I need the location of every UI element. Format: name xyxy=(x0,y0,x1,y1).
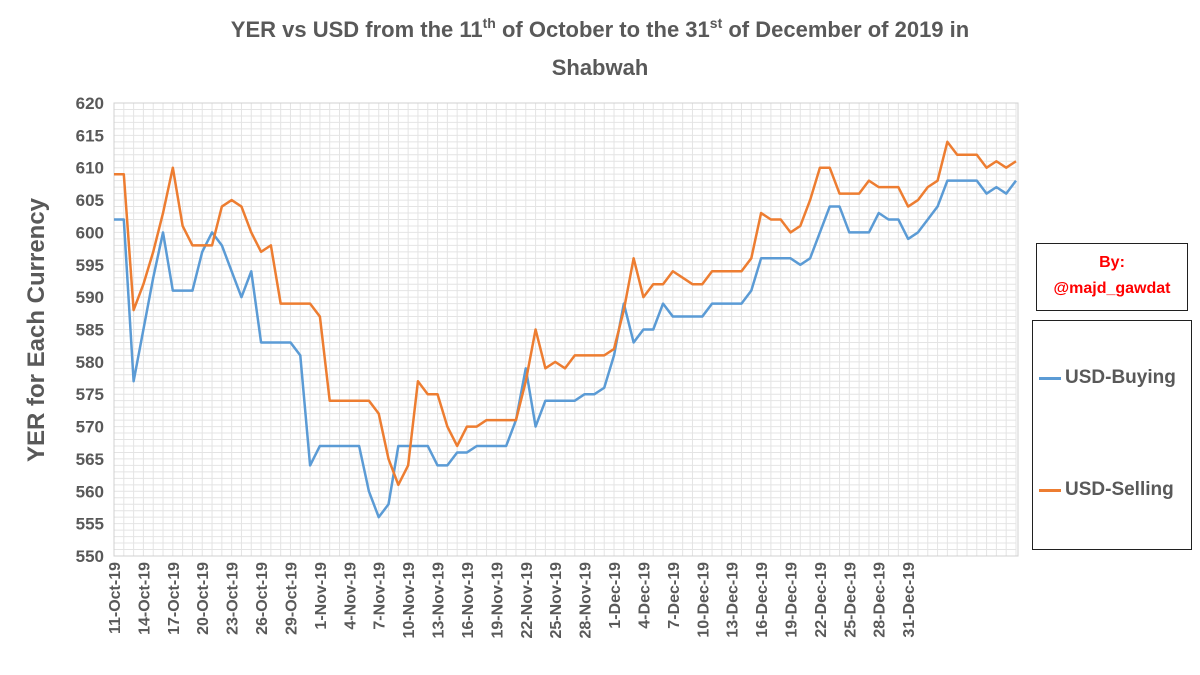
x-tick-label: 28-Nov-19 xyxy=(578,562,595,639)
y-tick-label: 580 xyxy=(76,353,104,372)
x-tick-label: 4-Nov-19 xyxy=(342,562,359,630)
x-tick-label: 11-Oct-19 xyxy=(107,562,124,634)
y-axis-ticks: 550 555 560 565 570 575 580 585 590 595 600 605 610 6… xyxy=(76,94,104,566)
legend: USD-Buying USD-Selling xyxy=(1032,320,1192,550)
chart-title-line2: Shabwah xyxy=(552,55,649,80)
x-axis-ticks: 11-Oct-19 14-Oct-19 17-Oct-19 20-Oct-19 23-O… xyxy=(107,562,918,639)
legend-label-selling: USD-Selling xyxy=(1065,479,1174,500)
x-tick-label: 29-Oct-19 xyxy=(283,562,300,635)
y-tick-label: 610 xyxy=(76,159,104,178)
x-tick-label: 26-Oct-19 xyxy=(254,562,271,635)
legend-swatch-selling xyxy=(1039,488,1061,492)
x-tick-label: 1-Nov-19 xyxy=(313,562,330,630)
grid xyxy=(113,102,1017,557)
credit-box: By: @majd_gawdat xyxy=(1036,243,1188,311)
x-tick-label: 25-Nov-19 xyxy=(548,562,565,639)
y-tick-label: 555 xyxy=(76,515,104,534)
x-tick-label: 22-Dec-19 xyxy=(813,562,830,638)
x-tick-label: 28-Dec-19 xyxy=(872,562,889,638)
y-tick-label: 615 xyxy=(76,126,104,145)
legend-item-buying: USD-Buying xyxy=(1039,367,1176,389)
x-tick-label: 20-Oct-19 xyxy=(195,562,212,635)
x-tick-label: 13-Dec-19 xyxy=(725,562,742,638)
x-tick-label: 25-Dec-19 xyxy=(842,562,859,638)
x-tick-label: 19-Dec-19 xyxy=(784,562,801,638)
x-tick-label: 13-Nov-19 xyxy=(431,562,448,639)
x-tick-label: 17-Oct-19 xyxy=(166,562,183,635)
x-tick-label: 22-Nov-19 xyxy=(519,562,536,639)
y-tick-label: 560 xyxy=(76,482,104,501)
y-axis-label: YER for Each Currency xyxy=(23,197,50,462)
x-tick-label: 23-Oct-19 xyxy=(225,562,242,635)
y-tick-label: 620 xyxy=(76,94,104,113)
y-tick-label: 550 xyxy=(76,547,104,566)
x-tick-label: 4-Dec-19 xyxy=(636,562,653,629)
plot-area xyxy=(113,102,1019,557)
legend-label-buying: USD-Buying xyxy=(1065,367,1176,388)
y-tick-label: 600 xyxy=(76,223,104,242)
legend-item-selling: USD-Selling xyxy=(1039,479,1174,501)
y-tick-label: 605 xyxy=(76,191,104,210)
x-tick-label: 16-Nov-19 xyxy=(460,562,477,639)
y-tick-label: 570 xyxy=(76,418,104,437)
chart-title-line1: YER vs USD from the 11th of October to t… xyxy=(231,15,969,42)
y-tick-label: 565 xyxy=(76,450,104,469)
credit-line1: By: xyxy=(1099,254,1125,271)
y-tick-label: 575 xyxy=(76,385,104,404)
x-tick-label: 19-Nov-19 xyxy=(489,562,506,639)
x-tick-label: 1-Dec-19 xyxy=(607,562,624,629)
credit-line2: @majd_gawdat xyxy=(1053,280,1171,297)
x-tick-label: 7-Nov-19 xyxy=(372,562,389,630)
x-tick-label: 14-Oct-19 xyxy=(136,562,153,635)
x-tick-label: 10-Nov-19 xyxy=(401,562,418,639)
x-tick-label: 7-Dec-19 xyxy=(666,562,683,629)
series-lines xyxy=(114,140,1017,519)
series-line-usd-buying xyxy=(114,179,1017,519)
y-tick-label: 585 xyxy=(76,321,104,340)
x-tick-label: 10-Dec-19 xyxy=(695,562,712,638)
y-tick-label: 595 xyxy=(76,256,104,275)
y-tick-label: 590 xyxy=(76,288,104,307)
x-tick-label: 16-Dec-19 xyxy=(754,562,771,638)
series-line-usd-selling xyxy=(114,140,1017,487)
legend-swatch-buying xyxy=(1039,376,1061,380)
x-tick-label: 31-Dec-19 xyxy=(901,562,918,638)
